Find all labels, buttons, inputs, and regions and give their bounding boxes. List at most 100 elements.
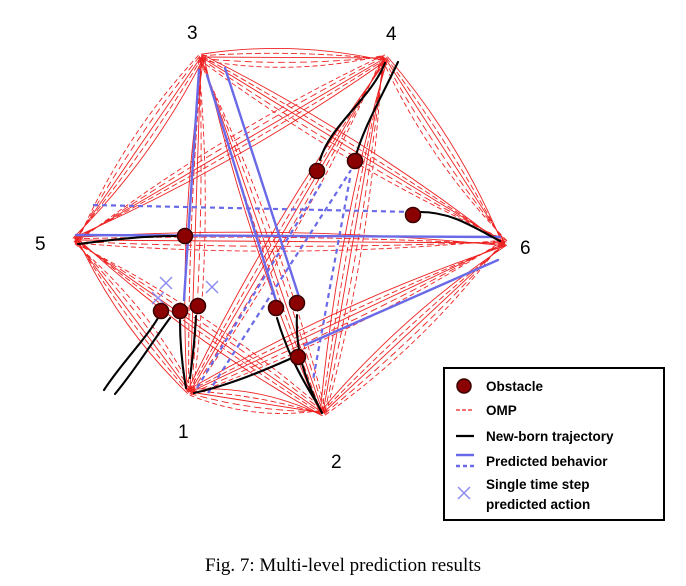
legend-new-born-label: New-born trajectory bbox=[486, 429, 614, 444]
omp-line-1-4-3 bbox=[190, 57, 385, 393]
trajectory-7 bbox=[188, 314, 198, 380]
node-label-3: 3 bbox=[187, 23, 198, 44]
node-label-2: 2 bbox=[331, 452, 342, 473]
legend-single-step-label: Single time step bbox=[486, 477, 590, 492]
single-step-cross-0 bbox=[159, 276, 173, 290]
obstacle-8 bbox=[288, 294, 306, 312]
legend-obstacle-icon bbox=[456, 378, 472, 394]
obstacles bbox=[152, 152, 422, 366]
omp-line-1-3-1 bbox=[188, 57, 203, 392]
omp-line-4-6-2 bbox=[384, 57, 506, 244]
obstacle-7 bbox=[267, 299, 285, 317]
omp-line-1-6-0 bbox=[188, 245, 507, 390]
trajectory-4 bbox=[102, 316, 160, 392]
omp-line-1-5-4 bbox=[72, 241, 193, 391]
predicted-dashed-1 bbox=[196, 181, 323, 389]
predicted-behavior-lines bbox=[74, 66, 502, 394]
omp-line-1-6-3 bbox=[190, 241, 505, 394]
omp-line-1-3-4 bbox=[192, 56, 206, 393]
omp-line-4-5-1 bbox=[74, 58, 386, 240]
omp-line-2-6-2 bbox=[322, 242, 506, 414]
omp-line-3-4-4 bbox=[200, 54, 386, 68]
legend-box bbox=[443, 367, 665, 521]
single-step-markers bbox=[151, 276, 219, 305]
omp-line-1-4-0 bbox=[187, 59, 388, 391]
trajectory-8 bbox=[192, 356, 294, 395]
new-born-trajectories bbox=[76, 60, 502, 415]
legend-predicted-label: Predicted behavior bbox=[486, 454, 608, 469]
omp-line-4-5-0 bbox=[73, 60, 387, 239]
predicted-solid-2 bbox=[223, 66, 302, 302]
omp-line-1-4-4 bbox=[192, 56, 383, 394]
omp-line-1-5-0 bbox=[76, 238, 189, 394]
omp-line-3-6-1 bbox=[201, 55, 505, 245]
single-step-cross-1 bbox=[151, 291, 165, 305]
omp-line-1-6-1 bbox=[189, 243, 506, 392]
omp-line-2-5-2 bbox=[74, 239, 324, 414]
omp-line-3-5-2 bbox=[74, 56, 202, 241]
omp-line-2-3-4 bbox=[197, 57, 327, 413]
omp-line-3-4-1 bbox=[200, 52, 386, 60]
omp-line-2-5-1 bbox=[75, 238, 323, 415]
obstacle-0 bbox=[176, 227, 194, 245]
obstacle-1 bbox=[308, 162, 326, 180]
legend-single-step-icon bbox=[457, 486, 471, 500]
omp-line-1-2-3 bbox=[189, 393, 324, 412]
omp-line-1-2-2 bbox=[189, 391, 324, 414]
predicted-dashed-3 bbox=[311, 177, 352, 381]
omp-line-1-3-2 bbox=[189, 56, 202, 393]
omp-line-5-6-2 bbox=[74, 239, 506, 244]
omp-line-1-3-3 bbox=[191, 56, 202, 393]
omp-line-3-4-2 bbox=[200, 56, 386, 59]
omp-line-3-5-0 bbox=[72, 58, 204, 239]
omp-line-4-5-4 bbox=[76, 55, 384, 243]
predicted-solid-1 bbox=[182, 68, 201, 302]
omp-line-3-5-1 bbox=[73, 57, 203, 240]
trajectory-2 bbox=[354, 60, 400, 157]
omp-lines bbox=[72, 47, 508, 417]
obstacle-9 bbox=[289, 348, 307, 366]
omp-line-4-6-4 bbox=[382, 59, 508, 242]
omp-line-1-2-4 bbox=[189, 394, 324, 414]
omp-line-1-2-1 bbox=[190, 390, 323, 415]
omp-line-2-5-3 bbox=[73, 240, 325, 413]
trajectory-3 bbox=[418, 210, 502, 243]
obstacle-6 bbox=[189, 297, 207, 315]
omp-line-1-2-0 bbox=[190, 388, 323, 417]
single-step-cross-2 bbox=[205, 280, 219, 294]
legend-omp-label: OMP bbox=[486, 403, 517, 418]
node-label-6: 6 bbox=[520, 238, 531, 259]
omp-line-2-3-3 bbox=[199, 57, 325, 413]
omp-line-2-6-3 bbox=[323, 241, 505, 415]
figure-caption: Fig. 7: Multi-level prediction results bbox=[205, 555, 481, 576]
omp-line-3-4-0 bbox=[200, 47, 386, 62]
omp-line-5-6-3 bbox=[74, 241, 506, 247]
omp-line-5-6-4 bbox=[74, 239, 506, 252]
legend-obstacle-label: Obstacle bbox=[486, 379, 544, 394]
node-label-5: 5 bbox=[35, 234, 46, 255]
legend: Obstacle OMP New-born trajectory Predict… bbox=[443, 367, 665, 521]
trajectory-1 bbox=[318, 61, 387, 162]
obstacle-2 bbox=[346, 152, 364, 170]
omp-line-1-5-3 bbox=[73, 240, 192, 392]
omp-line-4-6-1 bbox=[385, 57, 505, 244]
prediction-diagram: 1 2 3 4 5 6 Obstacle OMP New-born trajec… bbox=[35, 23, 665, 521]
obstacle-3 bbox=[404, 206, 422, 224]
obstacle-5 bbox=[171, 302, 189, 320]
node-label-4: 4 bbox=[386, 24, 397, 45]
omp-line-3-6-2 bbox=[200, 56, 506, 244]
omp-line-2-6-1 bbox=[321, 243, 507, 413]
predicted-dashed-2 bbox=[207, 169, 352, 394]
omp-line-3-6-3 bbox=[199, 57, 506, 243]
omp-line-3-4-3 bbox=[200, 56, 386, 63]
omp-line-1-5-1 bbox=[75, 239, 190, 394]
predicted-solid-0 bbox=[74, 233, 502, 239]
trajectory-5 bbox=[113, 316, 172, 396]
omp-line-1-5-2 bbox=[74, 239, 191, 393]
omp-line-3-5-3 bbox=[75, 55, 201, 242]
omp-line-3-6-0 bbox=[202, 54, 504, 246]
omp-line-4-6-3 bbox=[383, 58, 507, 243]
legend-single-step-label-2: predicted action bbox=[486, 497, 590, 512]
predicted-solid-3 bbox=[205, 73, 279, 306]
omp-line-1-6-2 bbox=[189, 242, 506, 393]
